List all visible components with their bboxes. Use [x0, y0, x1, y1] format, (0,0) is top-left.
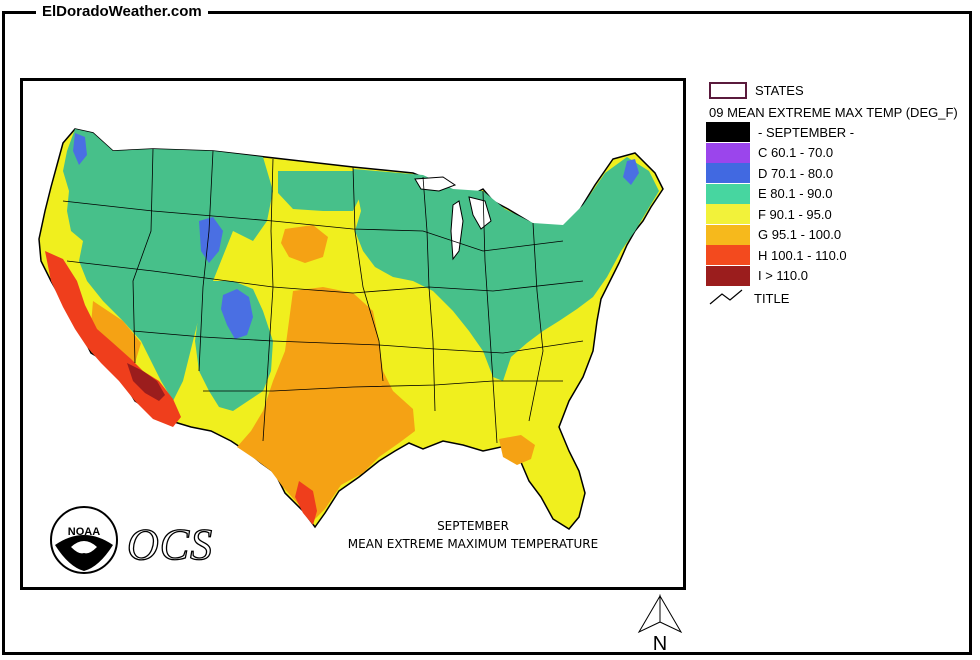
legend-item-label: I > 110.0	[758, 268, 808, 283]
legend-item: G 95.1 - 100.0	[706, 224, 842, 245]
legend-title-label: TITLE	[754, 290, 790, 306]
legend-item-label: H 100.1 - 110.0	[758, 247, 847, 263]
legend-layer-title: 09 MEAN EXTREME MAX TEMP (DEG_F)	[709, 104, 958, 120]
title-line-icon	[709, 289, 743, 305]
lake-michigan	[450, 200, 464, 261]
legend-item-label: E 80.1 - 90.0	[758, 186, 833, 201]
map-caption-line1: SEPTEMBER	[437, 519, 509, 533]
legend-layer-title-row: 09 MEAN EXTREME MAX TEMP (DEG_F)	[706, 102, 958, 122]
site-title: ElDoradoWeather.com	[36, 3, 208, 21]
map-frame: NOAA OCS SEPTEMBER MEAN EXTREME MAXIMUM …	[20, 78, 686, 590]
region-idaho-blue	[199, 217, 223, 263]
region-nevada-orange	[91, 301, 141, 363]
legend-item-label: D 70.1 - 80.0	[758, 165, 834, 181]
region-northwest-green	[63, 129, 273, 401]
region-southeast-orange	[499, 435, 535, 465]
legend-item-label: C 60.1 - 70.0	[758, 145, 834, 160]
legend-item: - SEPTEMBER -	[706, 122, 854, 142]
region-desert-darkred	[127, 363, 165, 401]
legend-item: C 60.1 - 70.0	[706, 142, 834, 163]
region-colorado-blue	[221, 289, 253, 339]
noaa-logo: NOAA	[50, 506, 118, 574]
legend-swatch	[706, 163, 750, 183]
legend-item: H 100.1 - 110.0	[706, 245, 847, 265]
legend-swatch	[706, 245, 750, 265]
states-swatch	[709, 81, 747, 99]
legend-swatch	[706, 265, 750, 286]
region-washington-blue	[73, 133, 87, 165]
ocs-logo-text: OCS	[126, 519, 214, 569]
region-maine-blue	[623, 159, 639, 185]
legend-item: E 80.1 - 90.0	[706, 183, 833, 204]
legend-swatch	[706, 224, 750, 245]
region-rockies-green	[195, 281, 273, 411]
legend-swatch	[706, 122, 750, 142]
outer-frame	[2, 11, 972, 655]
legend-swatch	[706, 142, 750, 163]
region-dakota-orange	[281, 225, 328, 263]
region-texas-red	[295, 481, 317, 525]
legend-title-row: TITLE	[706, 288, 789, 308]
lake-huron	[468, 196, 492, 230]
region-northplains-green	[278, 171, 363, 211]
region-greatlakes-green	[353, 157, 659, 381]
region-southern-plains-orange	[237, 287, 415, 521]
legend-item-label: - SEPTEMBER -	[758, 124, 855, 140]
us-temperature-map	[38, 128, 664, 530]
map-caption-line2: MEAN EXTREME MAXIMUM TEMPERATURE	[347, 537, 599, 551]
map-caption: SEPTEMBER MEAN EXTREME MAXIMUM TEMPERATU…	[323, 517, 623, 553]
svg-text:N: N	[653, 633, 667, 654]
legend-item-label: G 95.1 - 100.0	[758, 227, 842, 242]
legend-item-label: F 90.1 - 95.0	[758, 206, 832, 222]
legend-item: F 90.1 - 95.0	[706, 204, 832, 224]
svg-text:NOAA: NOAA	[68, 526, 100, 538]
legend-states-label: STATES	[755, 82, 804, 98]
legend-item: I > 110.0	[706, 265, 808, 286]
legend-states-row: STATES	[706, 80, 804, 100]
legend-swatch	[706, 204, 750, 224]
north-arrow-icon: N	[637, 594, 683, 654]
legend-item: D 70.1 - 80.0	[706, 163, 833, 183]
lake-superior	[414, 176, 457, 192]
legend-swatch	[706, 183, 750, 204]
state-boundaries	[62, 148, 584, 444]
